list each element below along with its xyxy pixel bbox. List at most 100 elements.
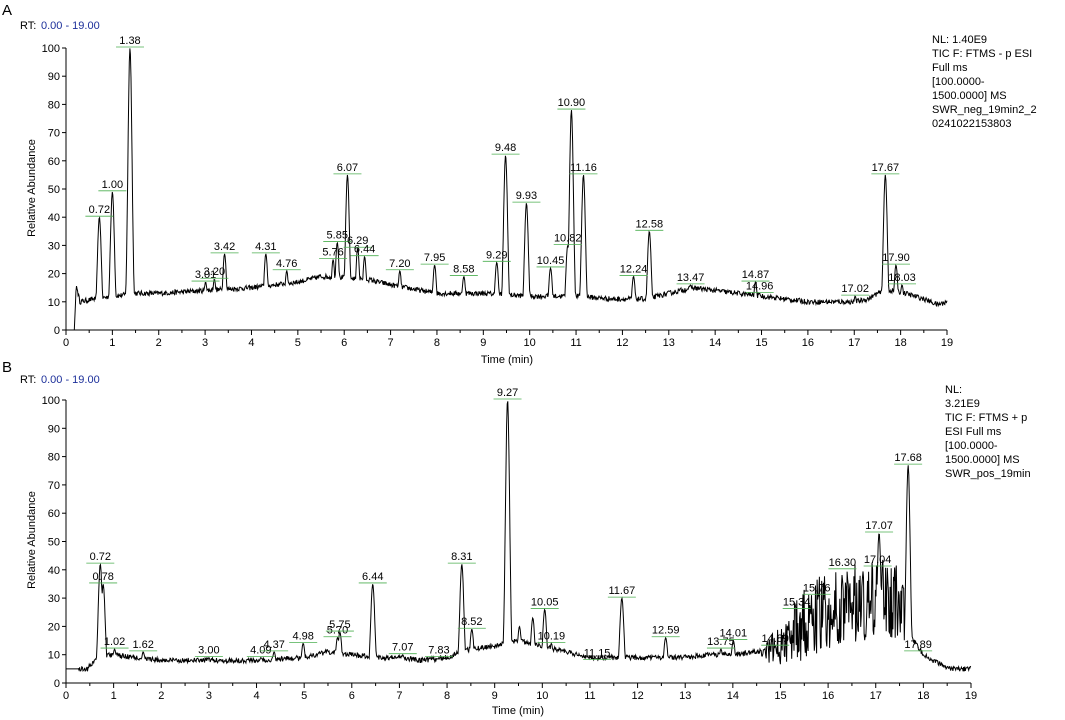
peak-label: 14.01: [720, 628, 748, 640]
x-tick-label: 18: [895, 337, 907, 349]
peak-label: 9.48: [495, 142, 516, 154]
peak-label: 9.27: [497, 387, 518, 399]
y-tick-label: 40: [48, 212, 60, 224]
peak-label: 7.07: [392, 642, 413, 654]
x-tick-label: 16: [822, 690, 834, 702]
x-tick-label: 1: [109, 337, 115, 349]
peak-label: 4.37: [263, 639, 284, 651]
peak-label: 17.67: [872, 162, 900, 174]
y-tick-label: 30: [48, 593, 60, 605]
x-tick-label: 8: [434, 337, 440, 349]
peak-label: 7.83: [428, 645, 449, 657]
peak-label: 3.42: [214, 241, 235, 253]
peak-label: 5.75: [329, 619, 350, 631]
x-tick-label: 14: [709, 337, 721, 349]
y-tick-label: 40: [48, 565, 60, 577]
x-tick-label: 0: [63, 337, 69, 349]
x-tick-label: 0: [63, 690, 69, 702]
peak-label: 17.89: [904, 639, 932, 651]
peak-label: 12.59: [652, 625, 680, 637]
panel-a-rt-label: RT:: [20, 20, 36, 32]
panel-b-info-line: ESI Full ms: [945, 426, 1002, 438]
panel-a-y-axis-label: Relative Abundance: [26, 139, 38, 237]
peak-label: 6.44: [354, 244, 375, 256]
peak-label: 7.95: [424, 252, 445, 264]
x-tick-label: 5: [295, 337, 301, 349]
peak-label: 10.90: [558, 97, 586, 109]
x-tick-label: 5: [301, 690, 307, 702]
peak-label: 0.72: [89, 204, 110, 216]
peak-label: 5.85: [327, 230, 348, 242]
peak-label: 10.05: [531, 596, 559, 608]
panel-b-info-line: NL:: [945, 384, 962, 396]
peak-label: 9.29: [486, 249, 507, 261]
panel-a-x-axis-label: Time (min): [481, 354, 533, 366]
panel-a-rt-value: 0.00 - 19.00: [41, 20, 100, 32]
y-tick-label: 100: [42, 395, 60, 407]
peak-label: 1.62: [132, 639, 153, 651]
peak-label: 1.00: [102, 179, 123, 191]
panel-a-info-line: 1500.0000] MS: [932, 90, 1007, 102]
peak-label: 17.04: [864, 554, 892, 566]
panel-b-x-axis-label: Time (min): [492, 705, 544, 717]
x-tick-label: 7: [388, 337, 394, 349]
x-tick-label: 17: [870, 690, 882, 702]
y-tick-label: 70: [48, 128, 60, 140]
peak-label: 4.98: [292, 630, 313, 642]
peak-label: 15.34: [783, 596, 811, 608]
peak-label: 3.00: [198, 645, 219, 657]
peak-label: 11.15: [584, 647, 611, 659]
peak-label: 12.24: [620, 263, 648, 275]
peak-label: 17.02: [841, 283, 869, 295]
peak-label: 18.03: [888, 272, 916, 284]
y-tick-label: 50: [48, 537, 60, 549]
x-tick-label: 10: [536, 690, 548, 702]
panel-a-letter: A: [2, 2, 12, 19]
x-tick-label: 11: [584, 690, 595, 702]
y-tick-label: 10: [48, 650, 60, 662]
peak-label: 17.07: [865, 520, 893, 532]
panel-a-info-line: Full ms: [932, 62, 968, 74]
x-tick-label: 10: [524, 337, 536, 349]
peak-label: 4.76: [276, 258, 297, 270]
x-tick-label: 9: [480, 337, 486, 349]
panel-b-letter: B: [2, 359, 12, 376]
y-tick-label: 10: [48, 297, 60, 309]
x-tick-label: 4: [248, 337, 254, 349]
x-tick-label: 6: [341, 337, 347, 349]
peak-label: 5.76: [322, 247, 343, 259]
x-tick-label: 13: [679, 690, 691, 702]
x-tick-label: 2: [158, 690, 164, 702]
chromatogram-trace: [66, 401, 972, 673]
x-tick-label: 15: [774, 690, 786, 702]
x-tick-label: 14: [727, 690, 739, 702]
peak-label: 16.30: [829, 557, 857, 569]
peak-label: 0.72: [90, 551, 111, 563]
panel-a-info-line: 0241022153803: [932, 118, 1012, 130]
y-tick-label: 80: [48, 99, 60, 111]
peak-label: 10.82: [554, 232, 582, 244]
y-tick-label: 90: [48, 71, 60, 83]
x-tick-label: 3: [206, 690, 212, 702]
y-tick-label: 30: [48, 240, 60, 252]
y-tick-label: 70: [48, 480, 60, 492]
peak-label: 11.16: [570, 162, 597, 174]
y-tick-label: 60: [48, 156, 60, 168]
chromatogram-trace: [66, 48, 948, 331]
y-tick-label: 50: [48, 184, 60, 196]
x-tick-label: 17: [848, 337, 860, 349]
peak-label: 1.38: [119, 35, 140, 47]
peak-label: 0.78: [92, 571, 113, 583]
peak-label: 8.58: [453, 263, 474, 275]
x-tick-label: 9: [492, 690, 498, 702]
panel-b: B RT: 0.00 - 19.00 Relative Abundance Ti…: [2, 359, 1031, 717]
panel-a-info-line: SWR_neg_19min2_2: [932, 104, 1037, 116]
panel-b-rt-label: RT:: [20, 374, 36, 386]
peak-label: 11.67: [609, 585, 636, 597]
y-tick-label: 0: [54, 325, 60, 337]
peak-label: 6.44: [362, 571, 383, 583]
panel-b-info-line: [100.0000-: [945, 440, 998, 452]
x-tick-label: 19: [941, 337, 953, 349]
